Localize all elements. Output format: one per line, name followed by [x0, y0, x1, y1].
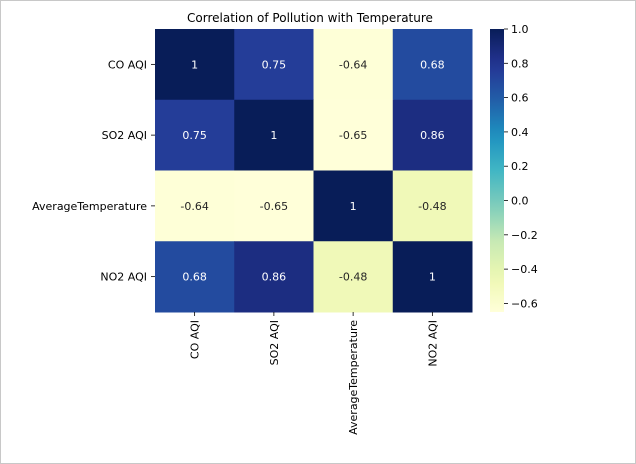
cell-annotation: 0.75: [262, 58, 287, 71]
heatmap-cell: [234, 29, 314, 101]
heatmap-cell: [234, 241, 314, 313]
cell-annotation: -0.65: [260, 200, 288, 213]
cell-annotation: 1: [191, 58, 198, 71]
heatmap-cell: [155, 29, 235, 101]
colorbar: 1.0 0.8 0.6 0.4 0.2 0.0 −0.2 −0.4 −0.6: [490, 23, 538, 312]
colorbar-tick-label: −0.2: [511, 229, 538, 242]
cell-annotation: 1: [429, 271, 436, 284]
cell-annotation: -0.48: [418, 200, 446, 213]
cell-annotation: 0.68: [182, 271, 207, 284]
cell-annotation: 1: [270, 129, 277, 142]
heatmap-cell: [234, 170, 314, 242]
heatmap-cell: [392, 241, 473, 313]
colorbar-tick-label: 0.8: [511, 57, 529, 70]
colorbar-tick-label: −0.4: [511, 263, 538, 276]
heatmap-cell: [313, 241, 394, 313]
x-axis-labels: CO AQI SO2 AQI AverageTemperature NO2 AQI: [189, 312, 439, 435]
cell-annotation: 0.86: [420, 129, 445, 142]
colorbar-tick-label: 0.4: [511, 126, 529, 139]
cell-annotation: 0.75: [182, 129, 207, 142]
heatmap-cell: [313, 99, 394, 171]
heatmap-cell: [155, 241, 235, 313]
cell-annotation: -0.65: [339, 129, 367, 142]
heatmap-cell: [392, 29, 473, 101]
heatmap-cell: [313, 170, 394, 242]
x-tick-label: AverageTemperature: [347, 320, 360, 435]
cell-annotation: 1: [350, 200, 357, 213]
cell-annotation: -0.48: [339, 271, 367, 284]
y-axis-labels: CO AQI SO2 AQI AverageTemperature NO2 AQI: [32, 58, 155, 284]
cell-annotation: -0.64: [339, 58, 367, 71]
heatmap-cell: [155, 99, 235, 171]
cell-annotations: 1 0.75 -0.64 0.68 0.75 1 -0.65 0.86 -0.64 -0.65 1 -…: [180, 58, 446, 283]
heatmap-cell: [155, 170, 235, 242]
colorbar-gradient: [490, 29, 504, 312]
cell-annotation: 0.86: [262, 271, 287, 284]
chart-title: Correlation of Pollution with Temperatur…: [187, 11, 433, 25]
x-tick-label: NO2 AQI: [426, 320, 439, 367]
y-tick-label: SO2 AQI: [102, 129, 147, 142]
y-tick-label: CO AQI: [108, 58, 147, 71]
x-tick-label: SO2 AQI: [268, 320, 281, 365]
cell-annotation: 0.68: [420, 58, 445, 71]
y-tick-label: NO2 AQI: [100, 271, 147, 284]
colorbar-tick-label: 0.0: [511, 195, 529, 208]
heatmap-cells: [155, 29, 473, 313]
colorbar-tick-label: 0.2: [511, 160, 529, 173]
heatmap-cell: [392, 99, 473, 171]
cell-annotation: -0.64: [180, 200, 208, 213]
heatmap-cell: [392, 170, 473, 242]
heatmap-cell: [313, 29, 394, 101]
colorbar-tick-label: 0.6: [511, 92, 529, 105]
colorbar-tick-label: 1.0: [511, 23, 529, 36]
y-tick-label: AverageTemperature: [32, 200, 147, 213]
x-tick-label: CO AQI: [189, 320, 202, 359]
heatmap-cell: [234, 99, 314, 171]
colorbar-tick-label: −0.6: [511, 297, 538, 310]
